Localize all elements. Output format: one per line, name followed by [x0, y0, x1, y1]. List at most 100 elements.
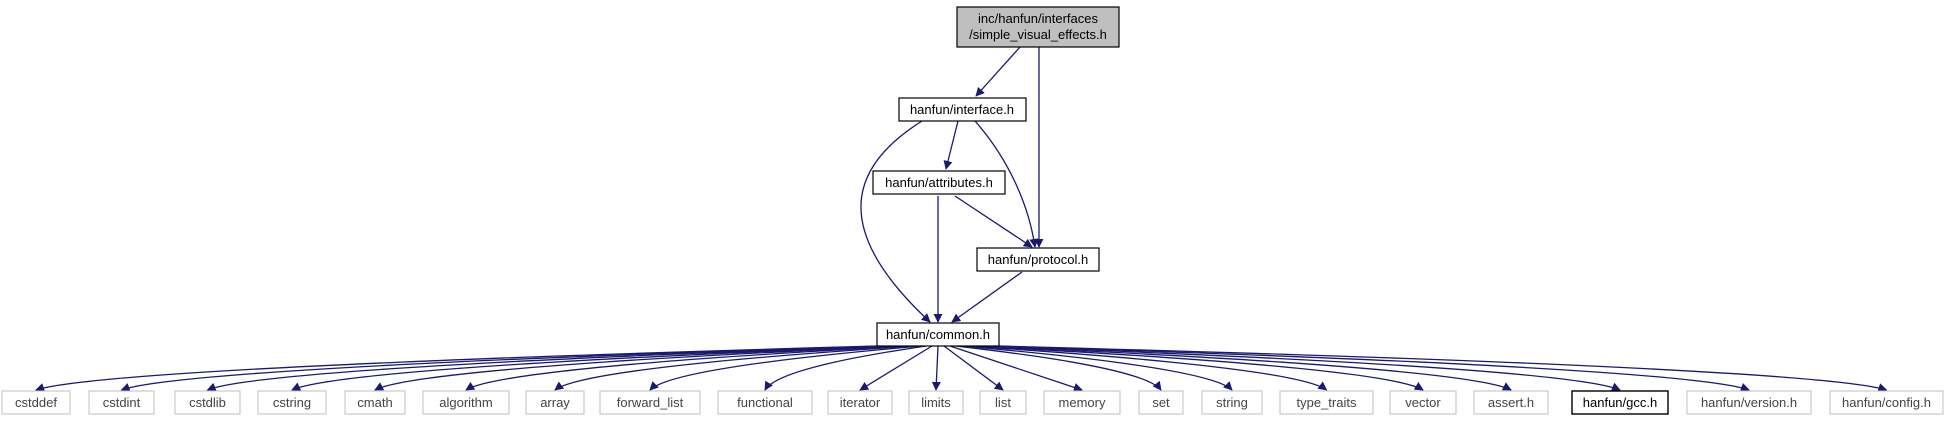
leaf-node-iterator: iterator — [827, 390, 893, 415]
leaf-box-functional — [717, 390, 813, 415]
edge-common-to-assert-h — [979, 345, 1512, 391]
leaf-box-forward-list — [599, 390, 701, 415]
node-attributes-label: hanfun/attributes.h — [885, 175, 993, 190]
node-root-label-line2: /simple_visual_effects.h — [969, 27, 1107, 42]
leaf-box-cstddef — [1, 390, 71, 415]
edge-common-to-functional — [764, 345, 927, 391]
leaf-label-functional: functional — [737, 395, 793, 410]
leaf-node-cmath: cmath — [344, 390, 406, 415]
edge-common-to-memory — [949, 345, 1083, 392]
node-interface-label: hanfun/interface.h — [910, 102, 1014, 117]
leaf-node-cstddef: cstddef — [1, 390, 71, 415]
leaf-node-type-traits: type_traits — [1279, 390, 1374, 415]
leaf-box-algorithm — [422, 390, 510, 415]
leaf-label-cmath: cmath — [357, 395, 392, 410]
leaf-box-array — [525, 390, 585, 415]
leaf-box-cstring — [257, 390, 327, 415]
edge-common-to-limits — [931, 345, 941, 391]
node-attributes[interactable]: hanfun/attributes.h — [872, 170, 1006, 195]
leaf-label-memory: memory — [1059, 395, 1106, 410]
node-root[interactable]: inc/hanfun/interfaces /simple_visual_eff… — [956, 6, 1120, 48]
edge-common-to-cstring — [291, 345, 897, 391]
leaf-node-string: string — [1201, 390, 1263, 415]
leaf-box-cstdint — [88, 390, 155, 415]
leaf-node-functional: functional — [717, 390, 813, 415]
edge-common-to-cmath — [374, 345, 903, 391]
leaf-node-set: set — [1138, 390, 1184, 415]
leaf-label-type-traits: type_traits — [1297, 395, 1357, 410]
leaf-label-limits: limits — [921, 395, 951, 410]
leaf-box-cstdlib — [174, 390, 241, 415]
edge-common-to-hanfun-config-h — [997, 345, 1888, 392]
leaf-label-hanfun-gcc-h: hanfun/gcc.h — [1583, 395, 1657, 410]
edge-common-to-set — [955, 345, 1162, 391]
leaf-node-assert-h: assert.h — [1473, 390, 1549, 415]
leaf-box-iterator — [827, 390, 893, 415]
edge-common-to-iterator — [859, 345, 933, 391]
leaf-label-hanfun-config-h: hanfun/config.h — [1842, 395, 1931, 410]
leaf-box-memory — [1043, 390, 1121, 415]
leaf-box-hanfun-config-h — [1829, 390, 1944, 415]
leaf-node-cstring: cstring — [257, 390, 327, 415]
edge-common-to-type-traits — [967, 345, 1328, 391]
edge-common-to-hanfun-gcc-h — [985, 345, 1621, 391]
leaf-nodes: cstddef cstdint cstdlib cstring cmath algorit… — [1, 390, 1944, 415]
leaf-node-vector: vector — [1389, 390, 1457, 415]
leaf-box-hanfun-gcc-h — [1571, 390, 1669, 415]
node-protocol[interactable]: hanfun/protocol.h — [976, 247, 1100, 272]
node-common-box — [876, 322, 1000, 347]
leaf-box-string — [1201, 390, 1263, 415]
node-root-box — [956, 6, 1120, 48]
edge-common-to-algorithm — [465, 345, 909, 391]
node-protocol-box — [976, 247, 1100, 272]
node-root-label-line1: inc/hanfun/interfaces — [978, 11, 1098, 26]
upper-edges — [860, 46, 1044, 323]
leaf-box-vector — [1389, 390, 1457, 415]
leaf-label-cstdint: cstdint — [103, 395, 141, 410]
edge-common-to-vector — [973, 345, 1424, 391]
leaf-label-algorithm: algorithm — [439, 395, 492, 410]
leaf-label-assert-h: assert.h — [1488, 395, 1534, 410]
leaf-label-cstddef: cstddef — [15, 395, 57, 410]
leaf-label-list: list — [995, 395, 1011, 410]
edge-common-to-list — [943, 345, 1004, 391]
leaf-label-cstdlib: cstdlib — [189, 395, 226, 410]
edge-common-to-array — [554, 345, 915, 391]
leaf-node-hanfun-config-h: hanfun/config.h — [1829, 390, 1944, 415]
leaf-node-cstdlib: cstdlib — [174, 390, 241, 415]
leaf-box-set — [1138, 390, 1184, 415]
leaf-label-vector: vector — [1405, 395, 1441, 410]
node-common[interactable]: hanfun/common.h — [876, 322, 1000, 347]
leaf-label-array: array — [540, 395, 570, 410]
edge-common-to-string — [961, 345, 1233, 391]
leaf-node-memory: memory — [1043, 390, 1121, 415]
leaf-node-cstdint: cstdint — [88, 390, 155, 415]
edge-common-to-cstdlib — [206, 345, 891, 392]
leaf-label-iterator: iterator — [840, 395, 881, 410]
leaf-node-hanfun-version-h: hanfun/version.h — [1686, 390, 1812, 415]
edge-interface-to-protocol — [974, 120, 1039, 248]
leaf-label-hanfun-version-h: hanfun/version.h — [1701, 395, 1797, 410]
edge-protocol-to-common — [951, 271, 1023, 323]
leaf-label-string: string — [1216, 395, 1248, 410]
leaf-label-set: set — [1152, 395, 1170, 410]
leaf-label-cstring: cstring — [273, 395, 311, 410]
node-protocol-label: hanfun/protocol.h — [988, 252, 1088, 267]
node-common-label: hanfun/common.h — [886, 327, 990, 342]
leaf-node-hanfun-gcc-h[interactable]: hanfun/gcc.h — [1571, 390, 1669, 415]
node-attributes-box — [872, 170, 1006, 195]
edge-interface-to-common — [860, 120, 931, 323]
leaf-box-cmath — [344, 390, 406, 415]
leaf-box-hanfun-version-h — [1686, 390, 1812, 415]
leaf-label-forward-list: forward_list — [617, 395, 684, 410]
node-interface[interactable]: hanfun/interface.h — [898, 97, 1027, 122]
edge-root-to-interface — [975, 46, 1021, 97]
leaf-edges — [35, 345, 1888, 392]
leaf-box-type-traits — [1279, 390, 1374, 415]
leaf-box-limits — [908, 390, 964, 415]
edge-common-to-forward-list — [649, 345, 921, 391]
leaf-node-forward-list: forward_list — [599, 390, 701, 415]
edge-attributes-to-protocol — [954, 195, 1033, 248]
edge-interface-to-attributes — [943, 120, 959, 170]
